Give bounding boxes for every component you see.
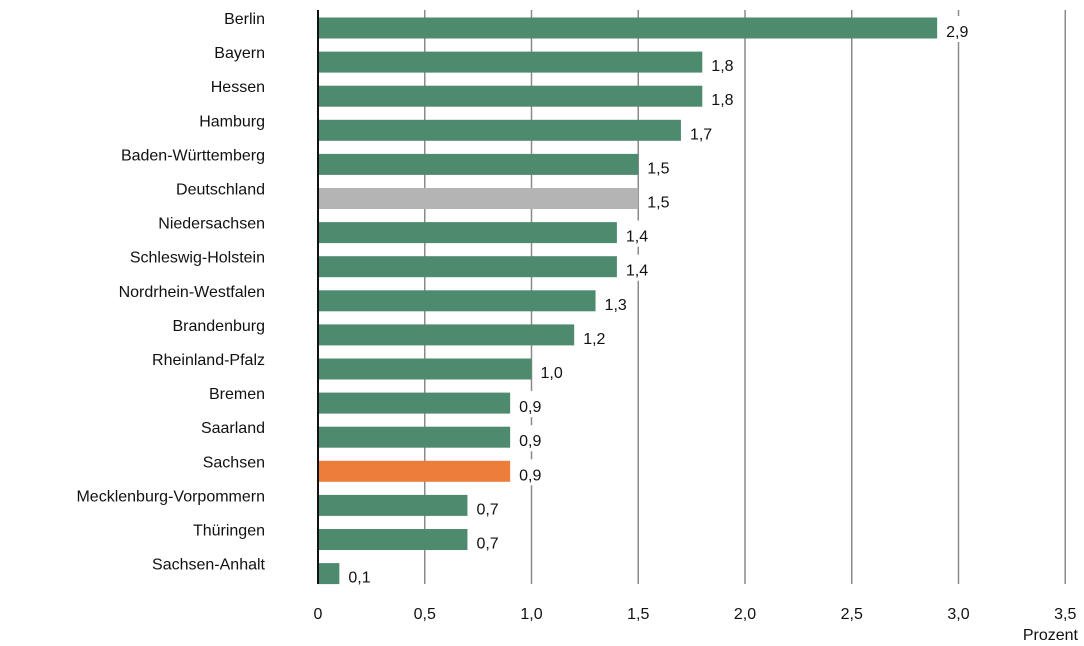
value-label: 1,4 xyxy=(626,229,648,246)
value-label-background xyxy=(602,288,629,315)
value-label-background xyxy=(623,220,651,247)
x-tick-label: 1,0 xyxy=(520,606,542,623)
bar xyxy=(318,529,468,550)
value-label-background xyxy=(474,527,501,554)
bar xyxy=(318,51,703,73)
value-label: 1,0 xyxy=(541,365,563,382)
value-label-background xyxy=(517,425,544,452)
value-label-background xyxy=(944,16,971,42)
category-label: Brandenburg xyxy=(172,318,265,335)
value-label: 1,8 xyxy=(711,92,733,109)
x-axis-title: Prozent xyxy=(1023,627,1079,644)
value-label-background xyxy=(346,561,373,588)
value-label-background xyxy=(645,186,672,213)
category-label: Bremen xyxy=(209,386,265,403)
category-label: Niedersachsen xyxy=(158,216,265,233)
bar xyxy=(318,188,639,209)
value-label: 0,9 xyxy=(519,399,541,416)
category-label: Saarland xyxy=(201,420,265,437)
value-label-background xyxy=(581,322,608,349)
value-label-background xyxy=(709,84,736,111)
value-label-background xyxy=(517,391,544,418)
x-tick-label: 0 xyxy=(314,606,323,623)
category-labels: Berlin Bayern Hessen Hamburg Baden-Württembe… xyxy=(76,11,265,574)
value-label-background xyxy=(645,152,672,179)
bar xyxy=(318,256,617,278)
category-label: Hamburg xyxy=(199,113,265,130)
category-label: Sachsen xyxy=(203,454,265,471)
bar xyxy=(318,460,511,482)
bar xyxy=(318,85,703,107)
category-label: Baden-Württemberg xyxy=(121,147,265,164)
x-tick-label: 3,5 xyxy=(1054,606,1076,623)
x-tick-label: 0,5 xyxy=(414,606,436,623)
bar xyxy=(318,17,938,39)
category-label: Sachsen-Anhalt xyxy=(152,557,266,574)
category-label: Bayern xyxy=(214,45,265,62)
value-label-background xyxy=(538,357,565,383)
category-label: Deutschland xyxy=(176,182,265,199)
category-label: Berlin xyxy=(224,11,265,28)
value-label: 1,4 xyxy=(626,263,648,280)
category-label: Rheinland-Pfalz xyxy=(152,352,265,369)
value-label-background xyxy=(687,118,715,145)
value-label: 1,5 xyxy=(647,195,669,212)
category-label: Nordrhein-Westfalen xyxy=(119,284,265,301)
category-label: Mecklenburg-Vorpommern xyxy=(76,488,265,505)
bar xyxy=(318,222,617,244)
value-label: 0,9 xyxy=(519,467,541,484)
bar xyxy=(318,153,639,175)
x-tick-label: 2,0 xyxy=(734,606,756,623)
value-label: 1,7 xyxy=(690,126,712,143)
bar xyxy=(318,290,596,312)
value-label: 2,9 xyxy=(946,24,968,41)
x-tick-label: 1,5 xyxy=(627,606,649,623)
x-tick-label: 2,5 xyxy=(841,606,863,623)
bar xyxy=(318,358,532,380)
x-tick-label: 3,0 xyxy=(947,606,969,623)
value-label: 0,1 xyxy=(348,570,370,587)
category-label: Schleswig-Holstein xyxy=(130,250,265,267)
bars xyxy=(318,17,938,585)
bar xyxy=(318,426,511,448)
value-label-background xyxy=(474,493,501,520)
value-label: 0,7 xyxy=(476,501,498,518)
bar xyxy=(318,494,468,516)
bar xyxy=(318,324,575,346)
value-label: 0,9 xyxy=(519,433,541,450)
value-axis: 0 0,5 1,0 1,5 2,0 2,5 3,0 3,5 xyxy=(314,10,1076,623)
value-label: 1,8 xyxy=(711,58,733,75)
value-labels: 2,91,81,81,71,51,51,41,41,31,21,00,90,90… xyxy=(346,16,971,588)
value-label-background xyxy=(623,254,651,281)
bar xyxy=(318,392,511,414)
value-label: 0,7 xyxy=(476,536,498,553)
value-label-background xyxy=(709,50,736,77)
value-label: 1,3 xyxy=(605,297,627,314)
value-label: 1,5 xyxy=(647,160,669,177)
category-label: Hessen xyxy=(211,79,265,96)
value-label: 1,2 xyxy=(583,331,605,348)
bar xyxy=(318,563,340,585)
category-label: Thüringen xyxy=(193,523,265,540)
value-label-background xyxy=(517,459,544,486)
bar xyxy=(318,119,681,141)
